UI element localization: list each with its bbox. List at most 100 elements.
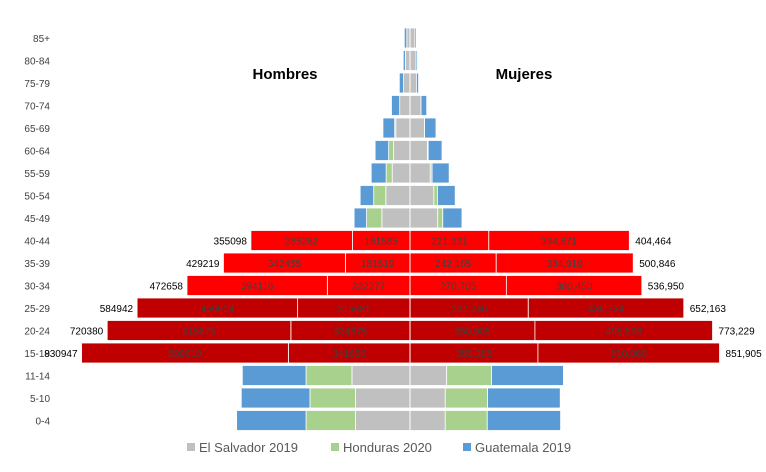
total-label-men: 720380 [70,327,104,338]
y-tick-label: 60-64 [24,147,50,158]
bar-women-el-salvador-2019 [409,117,425,139]
bar-women-el-salvador-2019 [409,387,446,409]
y-tick-label: 0-4 [36,417,51,428]
bar-women-guatemala-2019 [491,365,564,386]
bar-men-guatemala-2019 [402,50,406,71]
bar-men-guatemala-2019 [374,140,390,161]
total-label-women: 536,950 [648,282,685,293]
bar-women-el-salvador-2019 [409,50,417,71]
y-tick-label: 11-14 [25,372,50,383]
legend-label-guatemala-2019: Guatemala 2019 [475,440,571,455]
y-tick-label: 45-49 [24,214,50,225]
bar-men-honduras-2020 [305,365,353,386]
bar-men-el-salvador-2019 [404,50,411,71]
legend-swatch-guatemala-2019 [463,443,471,451]
bar-men-honduras-2020 [366,207,383,229]
bar-men-el-salvador-2019 [355,410,411,431]
bar-women-el-salvador-2019 [409,162,431,184]
total-label-women: 851,905 [726,349,763,360]
segment-data-label: 394116 [241,282,274,293]
legend-swatch-honduras-2020 [331,443,339,451]
bar-men-honduras-2020 [385,162,393,184]
bar-men-guatemala-2019 [240,387,311,409]
title-left: Hombres [252,66,317,83]
bar-men-honduras-2020 [186,275,328,296]
bar-men-guatemala-2019 [353,207,367,229]
bar-women-guatemala-2019 [427,140,443,161]
total-label-men: 472658 [150,282,184,293]
bar-women-guatemala-2019 [487,387,561,409]
total-label-women: 500,846 [639,259,676,270]
bar-men-guatemala-2019 [391,95,401,116]
y-tick-label: 50-54 [24,192,50,203]
bar-women-honduras-2020 [495,252,634,274]
y-tick-label: 75-79 [24,79,50,90]
bar-women-guatemala-2019 [424,117,437,139]
y-tick-label: 5-10 [30,394,50,405]
bar-women-guatemala-2019 [420,95,428,116]
bar-women-el-salvador-2019 [409,95,422,116]
segment-data-label: 341656 [332,349,366,360]
bar-men-el-salvador-2019 [393,140,411,161]
bar-women-el-salvador-2019 [409,365,448,386]
segment-data-label: 161585 [365,237,399,248]
y-tick-label: 35-39 [24,259,50,270]
segment-data-label: 285262 [285,237,319,248]
legend-swatch-el-salvador-2019 [187,443,195,451]
bar-men-honduras-2020 [250,230,353,251]
bar-women-guatemala-2019 [431,162,450,184]
segment-data-label: 334675 [334,327,368,338]
total-label-men: 429219 [186,259,220,270]
bar-men-honduras-2020 [373,185,387,206]
bars-layer [81,26,720,433]
segment-data-label: 232277 [352,282,386,293]
segment-data-label: 498,896 [606,327,643,338]
y-tick-label: 85+ [33,34,50,45]
labels-layer: 85+ 80-84 75-79 70-74 65-69 60-64 55-59 50-54 45… [24,34,762,428]
bar-men-el-salvador-2019 [381,207,411,229]
segment-data-label: 394,671 [541,237,578,248]
segment-data-label: 380,450 [556,282,593,293]
bar-women-guatemala-2019 [415,50,418,71]
bar-men-guatemala-2019 [382,117,396,139]
legend: El Salvador 2019 Honduras 2020 Guatemala 2… [187,440,571,455]
bar-women-honduras-2020 [444,410,488,431]
bar-women-guatemala-2019 [442,207,463,229]
y-tick-label: 15-19 [24,349,50,360]
bar-women-honduras-2020 [444,387,489,409]
y-tick-label: 65-69 [24,124,50,135]
bar-women-honduras-2020 [446,365,492,386]
y-tick-label: 55-59 [24,169,50,180]
bar-women-el-salvador-2019 [409,72,417,94]
y-tick-label: 70-74 [24,102,50,113]
bar-men-guatemala-2019 [403,27,408,49]
bar-women-el-salvador-2019 [409,27,416,49]
segment-data-label: 580910 [168,349,202,360]
bar-men-guatemala-2019 [370,162,387,184]
bar-women-el-salvador-2019 [409,207,439,229]
segment-data-label: 270,705 [440,282,477,293]
bar-women-honduras-2020 [527,297,685,319]
y-tick-label: 20-24 [24,327,50,338]
bar-women-honduras-2020 [534,320,713,341]
bar-men-el-salvador-2019 [403,72,411,94]
bar-men-guatemala-2019 [398,72,404,94]
bar-women-guatemala-2019 [414,27,417,49]
bar-men-honduras-2020 [81,342,289,364]
bar-men-honduras-2020 [106,320,292,341]
bar-women-honduras-2020 [537,342,720,364]
segment-data-label: 181519 [361,259,395,270]
segment-data-label: 436,734 [588,304,625,315]
title-right: Mujeres [496,66,553,83]
bar-women-guatemala-2019 [486,410,561,431]
segment-data-label: 350,905 [454,327,491,338]
bar-men-el-salvador-2019 [385,185,411,206]
bar-men-el-salvador-2019 [391,162,411,184]
bar-men-honduras-2020 [136,297,299,319]
segment-data-label: 359,388 [456,349,493,360]
bar-women-honduras-2020 [433,185,438,206]
bar-men-el-salvador-2019 [355,387,411,409]
bar-women-el-salvador-2019 [409,410,446,431]
